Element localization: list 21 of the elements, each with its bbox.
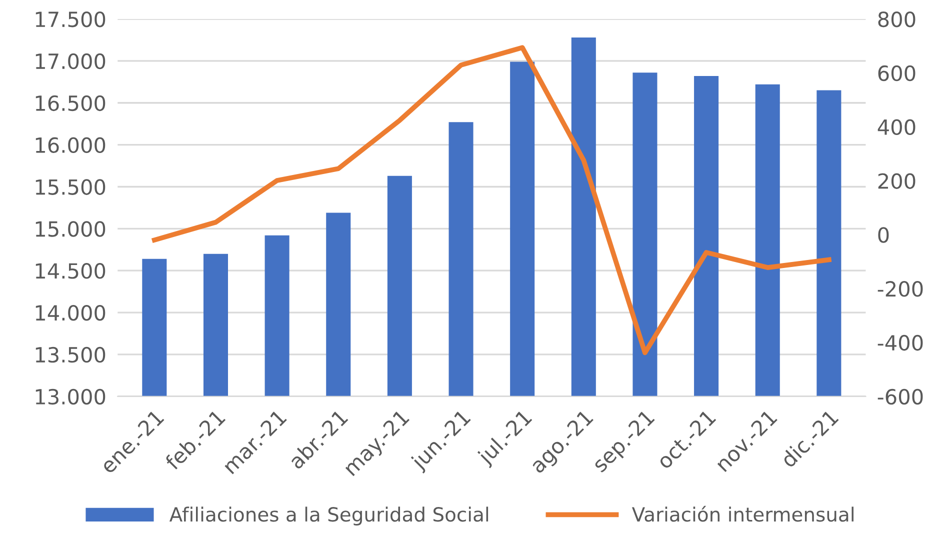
legend-label: Variación intermensual [632,506,854,522]
y2-tick-label: 0 [878,227,889,243]
y-tick-label: 14.000 [36,304,106,321]
y2-tick-label: 600 [878,65,916,82]
y-tick-label: 15.000 [36,221,106,237]
y-tick-label: 13.000 [36,388,106,405]
y-tick-label: 13.500 [36,346,106,363]
y-tick-label: 17.500 [36,11,106,28]
legend-label: Afiliaciones a la Seguridad Social [169,506,488,526]
y2-tick-label: -200 [878,281,923,297]
line-series [152,45,832,356]
y-tick-label: 16.500 [36,95,106,112]
y2-tick-label: 800 [878,11,916,28]
y-tick-label: 16.000 [36,137,106,154]
y2-tick-label: 400 [878,119,916,136]
y-tick-label: 15.500 [36,179,106,195]
y-tick-label: 14.500 [36,263,106,279]
y2-tick-label: -400 [878,334,923,351]
y-tick-label: 17.000 [36,53,106,70]
y2-tick-label: 200 [878,173,916,189]
y2-tick-label: -600 [878,388,923,405]
